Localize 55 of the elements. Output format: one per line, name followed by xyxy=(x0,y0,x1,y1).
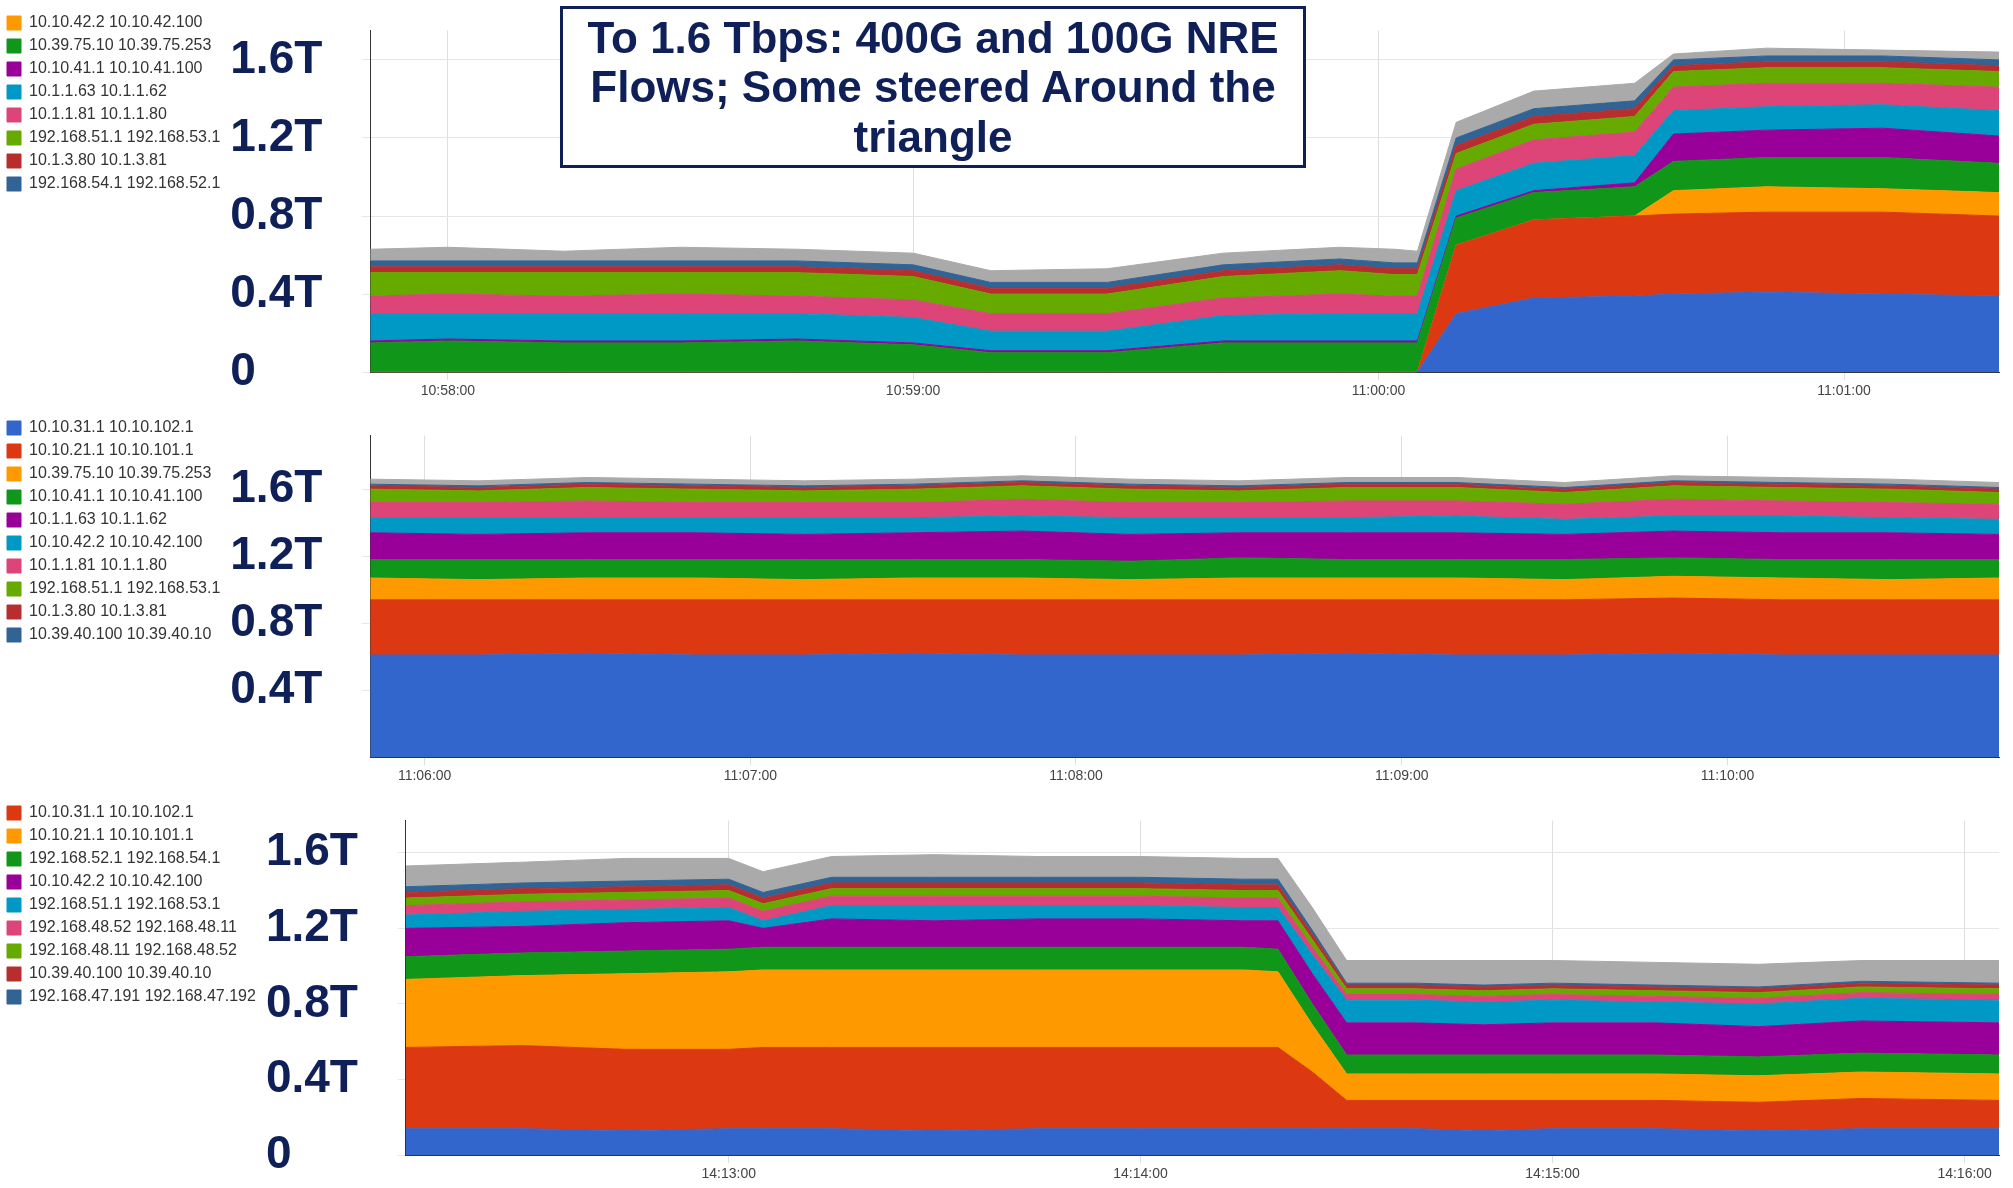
legend-label: 192.168.54.1 192.168.52.1 xyxy=(29,174,221,192)
x-tick-label: 10:59:00 xyxy=(885,382,941,399)
y-tick-label: 0 xyxy=(230,342,256,395)
x-tick-label: 14:15:00 xyxy=(1525,1165,1581,1182)
legend-label: 192.168.48.52 192.168.48.11 xyxy=(29,918,237,936)
text: To 1.6 Tbps: 400G and 100G NRE Flows; Some steered Around the triangle xyxy=(560,6,1306,168)
y-tick-label: 0.8T xyxy=(230,186,323,239)
legend-label: 10.10.21.1 10.10.101.1 xyxy=(29,826,194,844)
x-tick-label: 14:13:00 xyxy=(701,1165,757,1182)
x-tick-label: 11:00:00 xyxy=(1351,382,1406,399)
legend-label: 10.1.1.63 10.1.1.62 xyxy=(29,82,167,100)
legend-label: 10.39.75.10 10.39.75.253 xyxy=(29,36,212,54)
y-tick-label: 1.2T xyxy=(230,526,323,579)
y-tick-label: 1.6T xyxy=(230,30,323,83)
x-tick-label: 14:14:00 xyxy=(1113,1165,1168,1182)
x-tick-label: 11:10:00 xyxy=(1700,767,1755,784)
x-tick-label: 11:09:00 xyxy=(1375,767,1429,784)
y-tick-label: 0.8T xyxy=(265,974,358,1027)
y-tick-label: 1.2T xyxy=(230,108,323,161)
x-tick-label: 14:16:00 xyxy=(1937,1165,1993,1182)
legend-label: 10.39.75.10 10.39.75.253 xyxy=(29,464,212,482)
legend-label: 10.10.41.1 10.10.41.100 xyxy=(29,59,203,77)
legend-label: 10.10.41.1 10.10.41.100 xyxy=(29,487,203,505)
legend-label: 10.10.31.1 10.10.102.1 xyxy=(29,803,194,821)
y-tick-label: 0 xyxy=(265,1125,292,1178)
legend-label: 192.168.51.1 192.168.53.1 xyxy=(29,895,221,913)
legend-label: 10.10.42.2 10.10.42.100 xyxy=(29,872,203,890)
legend-label: 10.10.42.2 10.10.42.100 xyxy=(29,533,203,551)
legend-label: 10.10.31.1 10.10.102.1 xyxy=(29,418,194,436)
legend-label: 10.1.3.80 10.1.3.81 xyxy=(29,602,167,620)
y-tick-label: 0.8T xyxy=(230,593,323,646)
legend-label: 192.168.47.191 192.168.47.192 xyxy=(29,987,256,1005)
x-tick-label: 11:08:00 xyxy=(1049,767,1103,784)
x-tick-label: 11:01:00 xyxy=(1817,382,1871,399)
y-tick-label: 1.6T xyxy=(230,459,323,512)
legend-label: 192.168.48.11 192.168.48.52 xyxy=(29,941,237,959)
legend-label: 192.168.51.1 192.168.53.1 xyxy=(29,579,221,597)
legend-label: 10.1.3.80 10.1.3.81 xyxy=(29,151,167,169)
legend-label: 10.39.40.100 10.39.40.10 xyxy=(29,625,212,643)
legend-label: 10.39.40.100 10.39.40.10 xyxy=(29,964,212,982)
y-tick-label: 1.2T xyxy=(265,899,358,952)
legend-label: 10.1.1.81 10.1.1.80 xyxy=(29,105,167,123)
legend-label: 10.1.1.63 10.1.1.62 xyxy=(29,510,167,528)
y-tick-label: 0.4T xyxy=(230,264,323,317)
legend-label: 192.168.51.1 192.168.53.1 xyxy=(29,128,221,146)
x-tick-label: 11:07:00 xyxy=(723,767,778,784)
legend-label: 192.168.52.1 192.168.54.1 xyxy=(29,849,221,867)
x-tick-label: 10:58:00 xyxy=(420,382,476,399)
x-tick-label: 11:06:00 xyxy=(397,767,452,784)
legend-label: 10.10.42.2 10.10.42.100 xyxy=(29,13,203,31)
y-tick-label: 0.4T xyxy=(265,1050,358,1103)
y-tick-label: 1.6T xyxy=(265,823,358,876)
y-tick-label: 0.4T xyxy=(230,660,323,713)
legend-label: 10.1.1.81 10.1.1.80 xyxy=(29,556,167,574)
legend-label: 10.10.21.1 10.10.101.1 xyxy=(29,441,194,459)
